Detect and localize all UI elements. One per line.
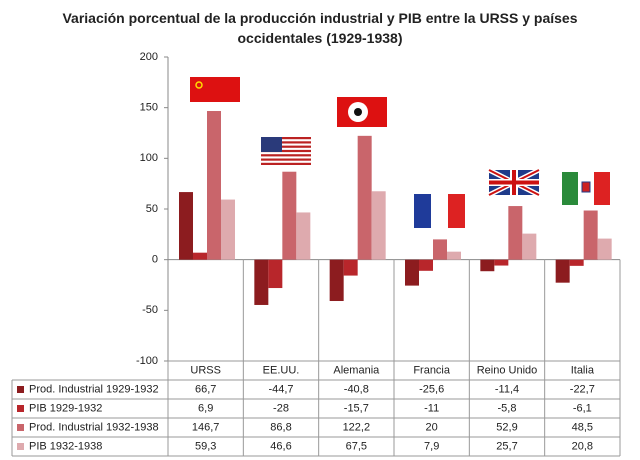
table-value: -40,8 bbox=[344, 383, 369, 395]
bar bbox=[597, 238, 612, 260]
bar bbox=[371, 191, 386, 260]
table-value: 59,3 bbox=[195, 440, 216, 452]
bar bbox=[583, 210, 598, 260]
table-value: -11,4 bbox=[495, 383, 519, 395]
bar bbox=[494, 259, 509, 266]
y-tick-label: 200 bbox=[140, 51, 158, 63]
bar bbox=[508, 206, 523, 260]
legend-label: Prod. Industrial 1929-1932 bbox=[29, 383, 159, 395]
table-value: -22,7 bbox=[570, 383, 595, 395]
bar bbox=[343, 259, 358, 276]
bar bbox=[522, 233, 537, 260]
y-tick-label: 150 bbox=[140, 102, 158, 114]
y-tick-label: 100 bbox=[140, 152, 158, 164]
flags bbox=[190, 77, 610, 228]
x-tick-label: Alemania bbox=[333, 364, 380, 376]
flag-france bbox=[414, 194, 465, 228]
table-value: 7,9 bbox=[424, 440, 439, 452]
table-value: 25,7 bbox=[496, 440, 517, 452]
table-value: 67,5 bbox=[346, 440, 367, 452]
x-tick-label: Francia bbox=[413, 364, 451, 376]
bar bbox=[296, 212, 311, 260]
table-value: 52,9 bbox=[496, 421, 517, 433]
bar bbox=[555, 259, 570, 283]
table-value: 46,6 bbox=[270, 440, 291, 452]
chart-title: Variación porcentual de la producción in… bbox=[62, 10, 578, 46]
flag-uk bbox=[487, 167, 541, 198]
bar bbox=[282, 171, 297, 260]
table-value: -11 bbox=[424, 402, 439, 414]
y-tick-label: 0 bbox=[152, 254, 158, 266]
y-tick-label: 50 bbox=[146, 203, 158, 215]
table-value: -15,7 bbox=[344, 402, 369, 414]
table-value: -28 bbox=[273, 402, 289, 414]
legend-swatch bbox=[17, 405, 24, 412]
bar bbox=[433, 239, 447, 260]
legend-swatch bbox=[17, 443, 24, 450]
bar bbox=[405, 259, 419, 286]
bar bbox=[569, 259, 584, 266]
table-value: 20 bbox=[426, 421, 438, 433]
table-value: 20,8 bbox=[572, 440, 593, 452]
legend-label: Prod. Industrial 1932-1938 bbox=[29, 421, 159, 433]
flag-germany bbox=[337, 97, 387, 127]
table-value: 6,9 bbox=[198, 402, 213, 414]
bar bbox=[419, 259, 433, 271]
table-value: -25,6 bbox=[419, 383, 444, 395]
flag-ussr bbox=[190, 77, 240, 102]
bar bbox=[268, 259, 283, 289]
flag-italy bbox=[562, 172, 610, 205]
x-tick-label: Italia bbox=[571, 364, 595, 376]
table-value: 66,7 bbox=[195, 383, 216, 395]
y-tick-label: -50 bbox=[142, 304, 158, 316]
legend-label: PIB 1932-1938 bbox=[29, 440, 102, 452]
bar bbox=[480, 259, 495, 272]
table-value: 122,2 bbox=[343, 421, 371, 433]
table-value: -5,8 bbox=[498, 402, 517, 414]
bar bbox=[254, 259, 269, 305]
legend-label: PIB 1929-1932 bbox=[29, 402, 102, 414]
x-tick-label: EE.UU. bbox=[263, 364, 300, 376]
bar bbox=[447, 251, 461, 260]
bar bbox=[207, 111, 221, 260]
bar bbox=[329, 259, 344, 302]
legend-swatch bbox=[17, 386, 24, 393]
bar bbox=[221, 199, 235, 260]
x-tick-label: URSS bbox=[190, 364, 221, 376]
bar bbox=[193, 252, 207, 260]
table-value: 48,5 bbox=[572, 421, 593, 433]
table-value: -6,1 bbox=[573, 402, 592, 414]
y-tick-label: -100 bbox=[136, 355, 158, 367]
legend-swatch bbox=[17, 424, 24, 431]
x-tick-label: Reino Unido bbox=[477, 364, 538, 376]
table-value: -44,7 bbox=[268, 383, 293, 395]
table-value: 146,7 bbox=[192, 421, 220, 433]
table-value: 86,8 bbox=[270, 421, 291, 433]
flag-usa bbox=[261, 137, 311, 165]
bar bbox=[357, 135, 372, 260]
bar bbox=[179, 192, 193, 260]
